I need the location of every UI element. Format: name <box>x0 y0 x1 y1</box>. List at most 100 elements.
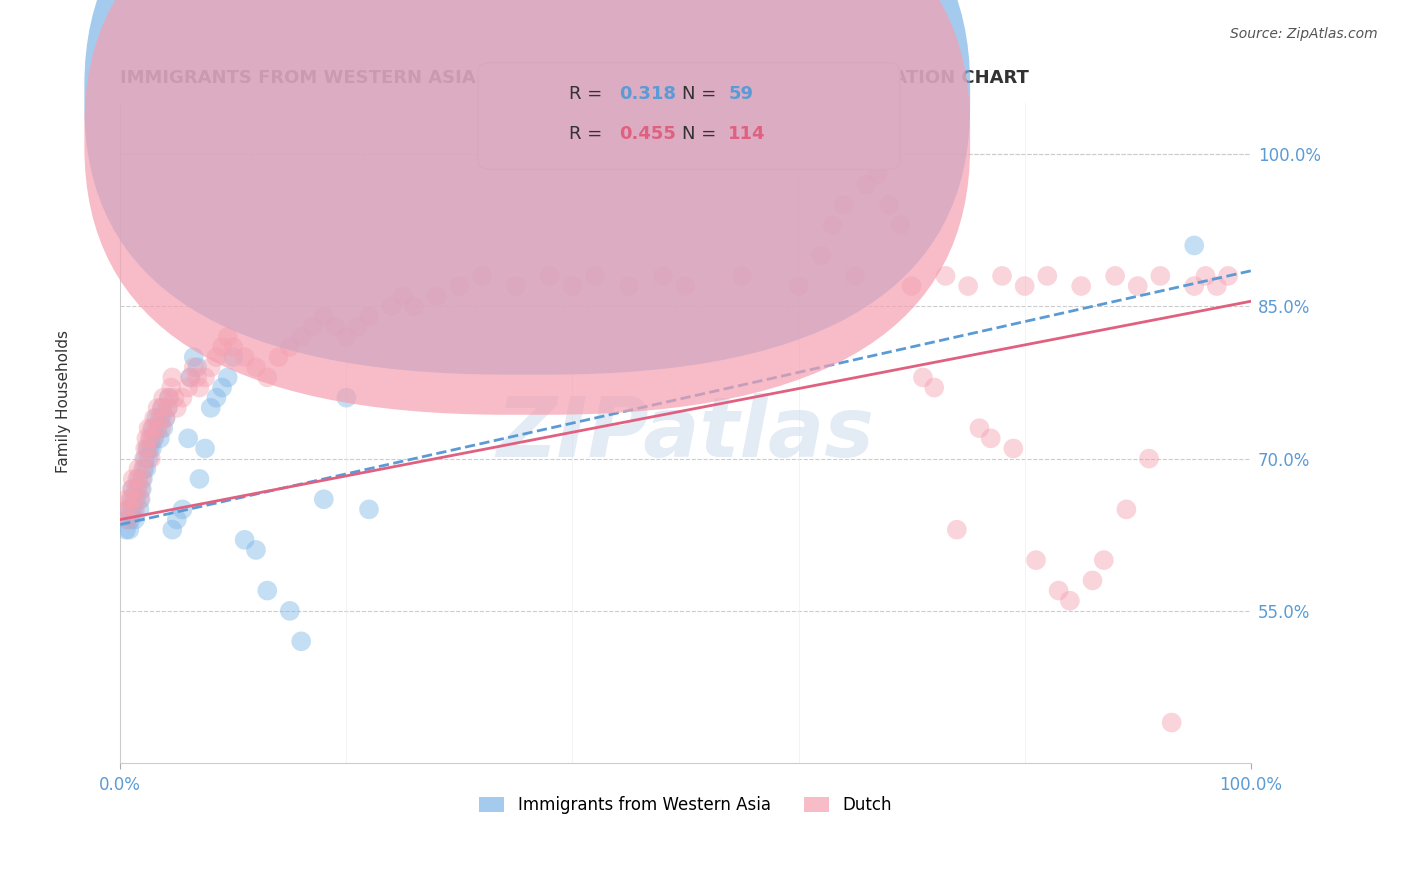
Point <box>911 370 934 384</box>
Point <box>832 198 855 212</box>
Point <box>561 279 583 293</box>
Text: 114: 114 <box>728 125 766 143</box>
Point <box>222 350 245 364</box>
Point <box>139 431 162 445</box>
Point <box>889 218 911 232</box>
Point <box>449 279 471 293</box>
Point <box>129 482 152 496</box>
Point <box>1081 574 1104 588</box>
Point <box>152 421 174 435</box>
Point <box>821 218 844 232</box>
Point <box>122 502 145 516</box>
Point <box>183 350 205 364</box>
Point <box>969 421 991 435</box>
Point <box>1104 268 1126 283</box>
Point <box>134 442 156 456</box>
Text: N =: N = <box>682 125 716 143</box>
Point <box>131 482 153 496</box>
Point <box>134 451 156 466</box>
Point <box>143 411 166 425</box>
Point <box>115 523 138 537</box>
Point <box>150 401 173 415</box>
Point <box>143 431 166 445</box>
Point <box>117 512 139 526</box>
Point <box>200 401 222 415</box>
Point <box>146 401 169 415</box>
Point <box>162 523 184 537</box>
Point <box>145 421 167 435</box>
Point <box>141 442 163 456</box>
Point <box>1115 502 1137 516</box>
Point <box>127 462 149 476</box>
Point <box>121 492 143 507</box>
Point <box>160 380 183 394</box>
Point <box>301 319 323 334</box>
Point <box>177 380 200 394</box>
Point <box>245 360 267 375</box>
Point <box>404 299 426 313</box>
Point <box>217 330 239 344</box>
Point <box>278 340 301 354</box>
Point <box>205 350 228 364</box>
Point <box>381 299 404 313</box>
Text: 59: 59 <box>728 85 754 103</box>
Point <box>120 512 142 526</box>
Point <box>125 492 148 507</box>
Point <box>194 442 217 456</box>
Point <box>145 411 167 425</box>
Point <box>138 421 160 435</box>
Point <box>1047 583 1070 598</box>
Point <box>1092 553 1115 567</box>
Text: R =: R = <box>569 125 603 143</box>
Point <box>177 431 200 445</box>
Point <box>118 502 141 516</box>
Point <box>346 319 368 334</box>
Point <box>124 512 146 526</box>
Point <box>186 370 208 384</box>
Point <box>183 360 205 375</box>
Point <box>844 268 866 283</box>
Point <box>132 462 155 476</box>
Point <box>1137 451 1160 466</box>
Point <box>121 482 143 496</box>
Point <box>1059 593 1081 607</box>
Point <box>855 178 877 192</box>
Point <box>121 502 143 516</box>
Point <box>139 451 162 466</box>
Point <box>205 391 228 405</box>
Point <box>651 268 673 283</box>
Point <box>1002 442 1025 456</box>
Point <box>505 279 527 293</box>
Point <box>934 268 956 283</box>
Point <box>1070 279 1092 293</box>
Point <box>179 370 201 384</box>
Point <box>787 279 810 293</box>
Point <box>150 421 173 435</box>
Point <box>194 370 217 384</box>
Point <box>172 391 194 405</box>
Text: 0.455: 0.455 <box>619 125 675 143</box>
Point <box>1025 553 1047 567</box>
Point <box>115 512 138 526</box>
Text: IMMIGRANTS FROM WESTERN ASIA VS DUTCH FAMILY HOUSEHOLDS CORRELATION CHART: IMMIGRANTS FROM WESTERN ASIA VS DUTCH FA… <box>121 69 1029 87</box>
Point <box>217 370 239 384</box>
Point <box>162 370 184 384</box>
Point <box>155 411 177 425</box>
Legend: Immigrants from Western Asia, Dutch: Immigrants from Western Asia, Dutch <box>472 789 898 821</box>
Point <box>335 330 357 344</box>
Text: R =: R = <box>569 85 603 103</box>
Point <box>256 583 278 598</box>
Point <box>172 502 194 516</box>
Point <box>392 289 415 303</box>
Point <box>233 350 256 364</box>
Point <box>245 543 267 558</box>
Point <box>357 310 380 324</box>
Point <box>357 502 380 516</box>
Point <box>426 289 449 303</box>
Point <box>866 168 889 182</box>
Point <box>124 502 146 516</box>
Point <box>1160 715 1182 730</box>
Point <box>312 310 335 324</box>
Point <box>127 482 149 496</box>
Point <box>335 391 357 405</box>
